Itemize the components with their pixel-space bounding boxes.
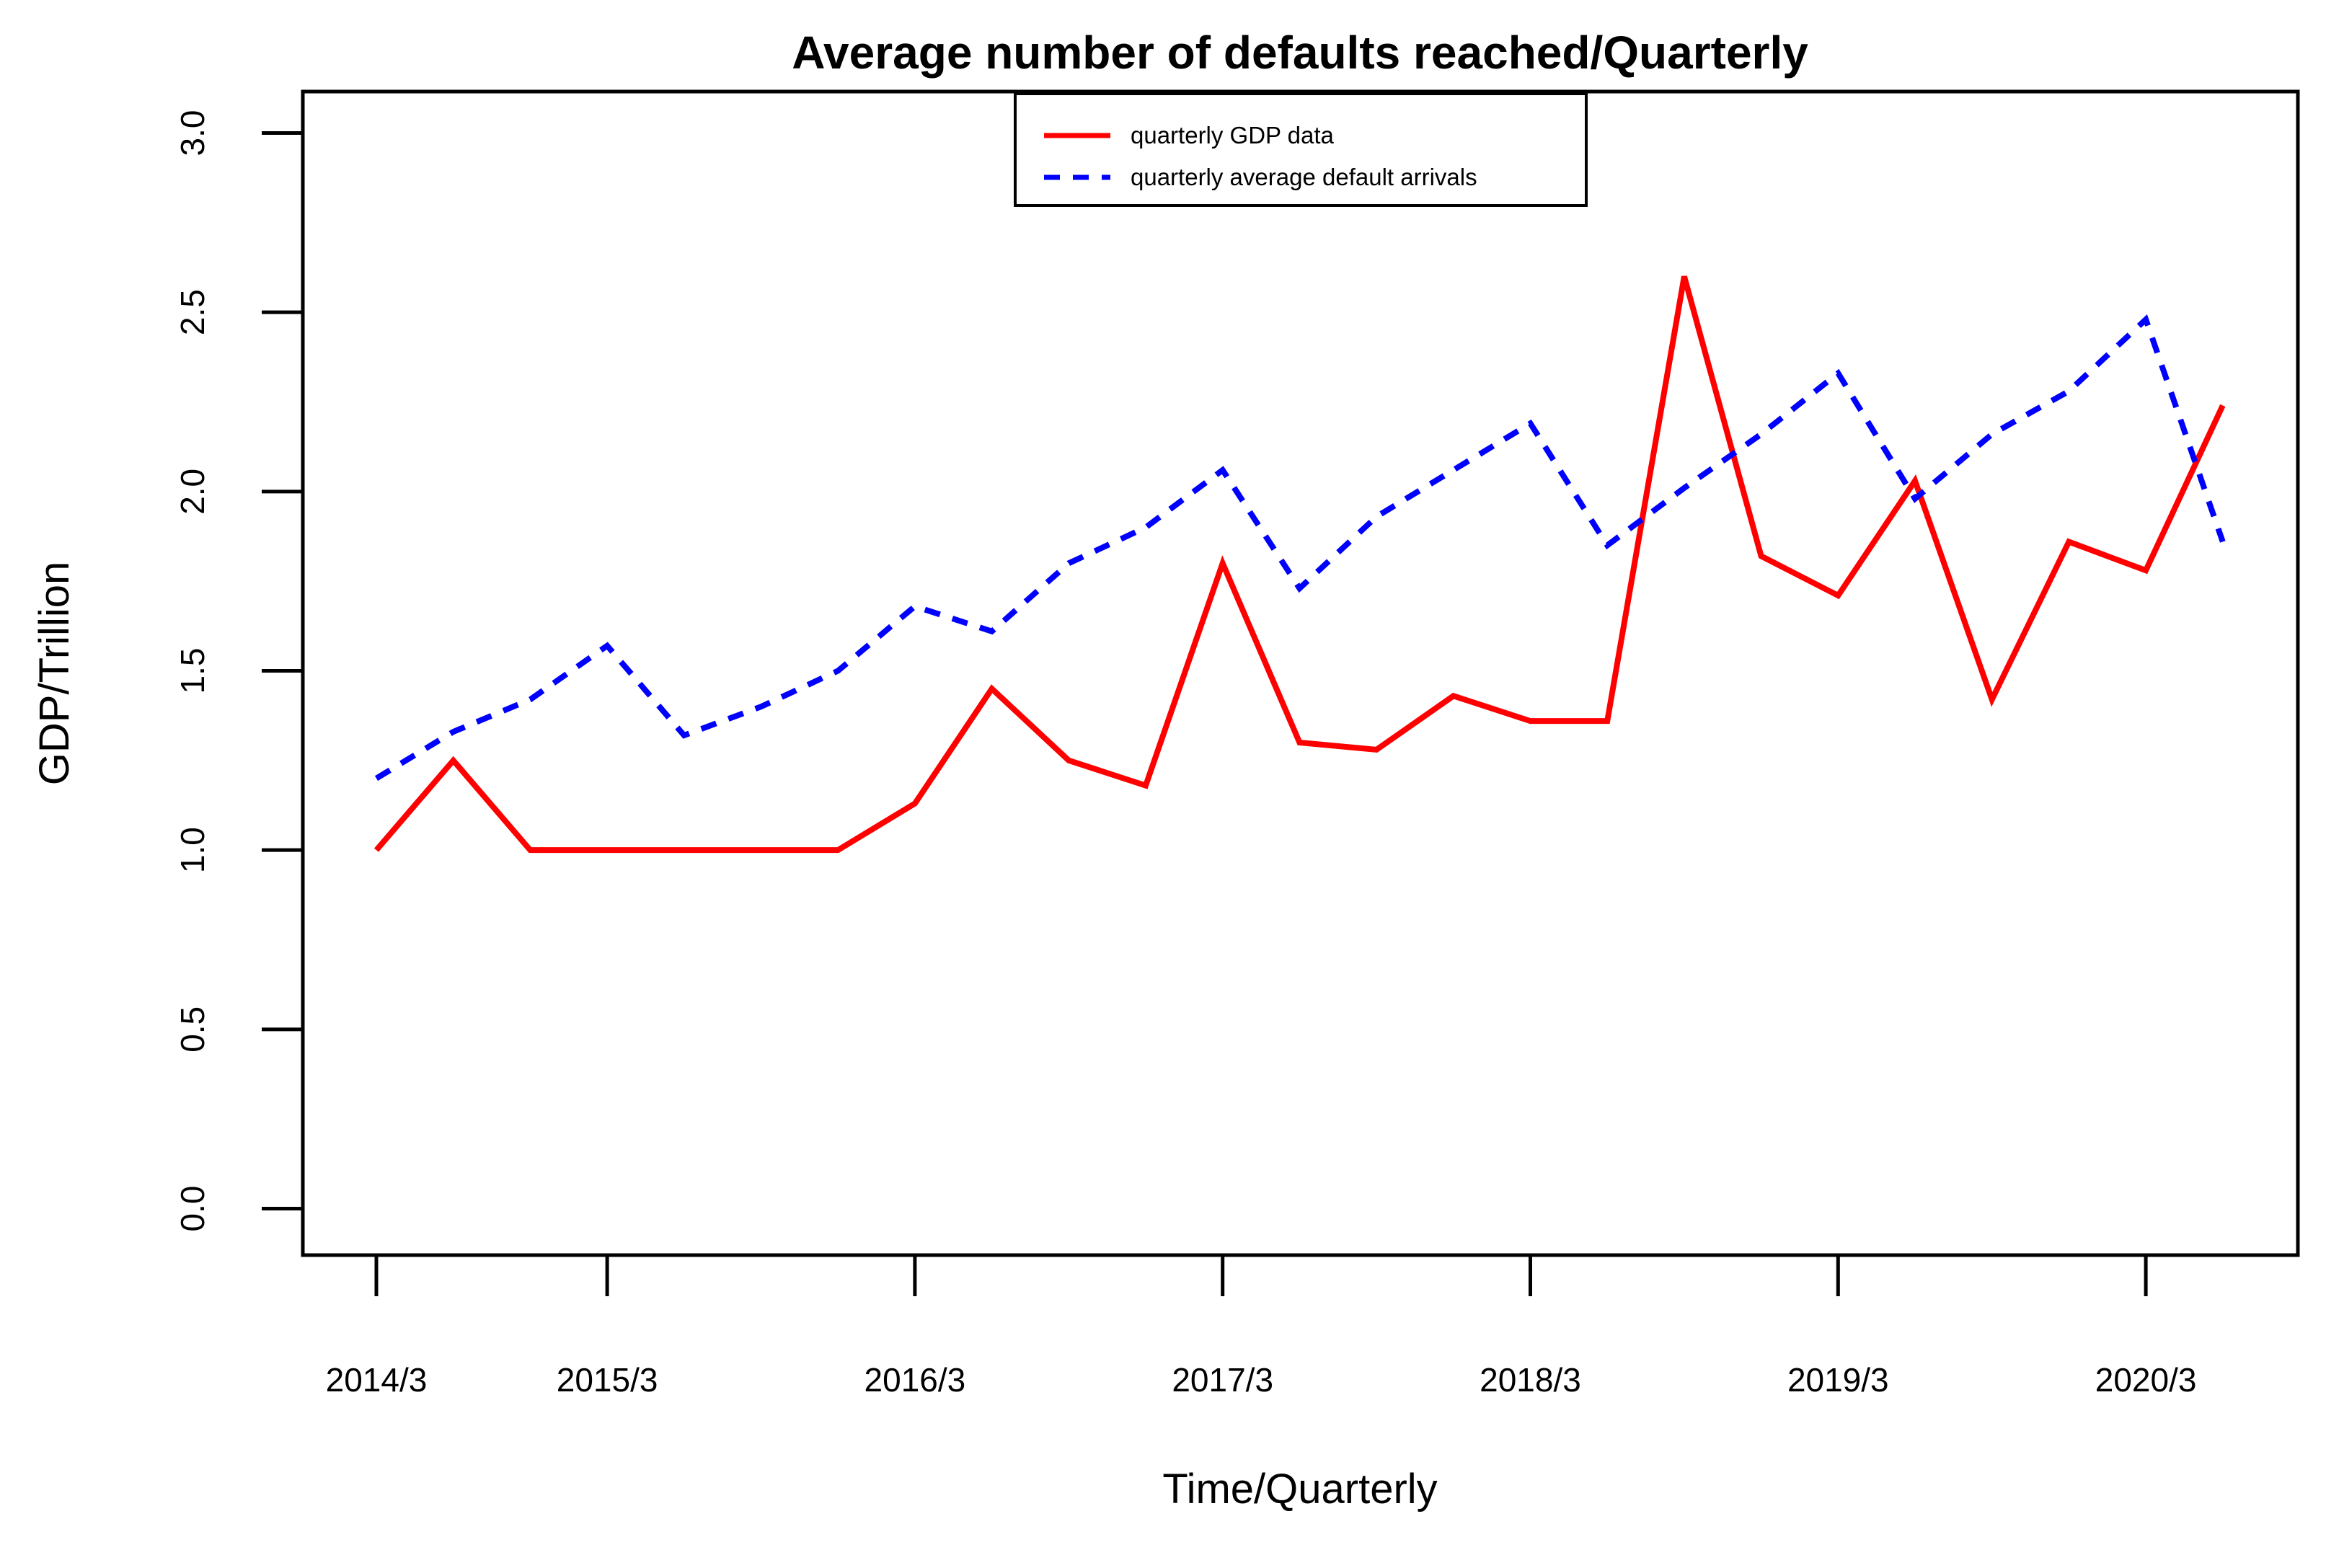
legend-label-gdp: quarterly GDP data [1131,122,1335,149]
legend-box [1014,92,1588,207]
y-tick-label: 1.0 [174,827,211,873]
chart-title: Average number of defaults reached/Quart… [792,27,1808,79]
legend: quarterly GDP data quarterly average def… [1014,92,1588,207]
y-tick-label: 2.5 [174,289,211,335]
y-tick-label: 0.5 [174,1006,211,1053]
x-tick-label: 2015/3 [557,1361,658,1399]
y-tick-label: 2.0 [174,469,211,515]
y-axis-title: GDP/Trillion [31,562,78,785]
x-tick-label: 2017/3 [1172,1361,1273,1399]
x-tick-label: 2016/3 [864,1361,966,1399]
y-tick-label: 1.5 [174,648,211,694]
legend-label-defaults: quarterly average default arrivals [1131,164,1477,190]
x-tick-label: 2018/3 [1480,1361,1581,1399]
plot-box [301,89,2300,1257]
x-tick-label: 2014/3 [326,1361,428,1399]
y-tick-label: 3.0 [174,110,211,156]
gdp-line [373,275,2226,854]
x-tick-label: 2019/3 [1787,1361,1889,1399]
y-tick-label: 0.0 [174,1186,211,1232]
x-tick-label: 2020/3 [2095,1361,2197,1399]
default-arrivals-line [374,314,2226,781]
series-layer [373,275,2226,854]
x-axis-title: Time/Quarterly [1162,1466,1437,1512]
axis-ticks-layer: 0.0 0.5 1.0 1.5 2.0 2.5 3.0 2014/3 2015/3 2016/3 2… [174,110,2196,1399]
